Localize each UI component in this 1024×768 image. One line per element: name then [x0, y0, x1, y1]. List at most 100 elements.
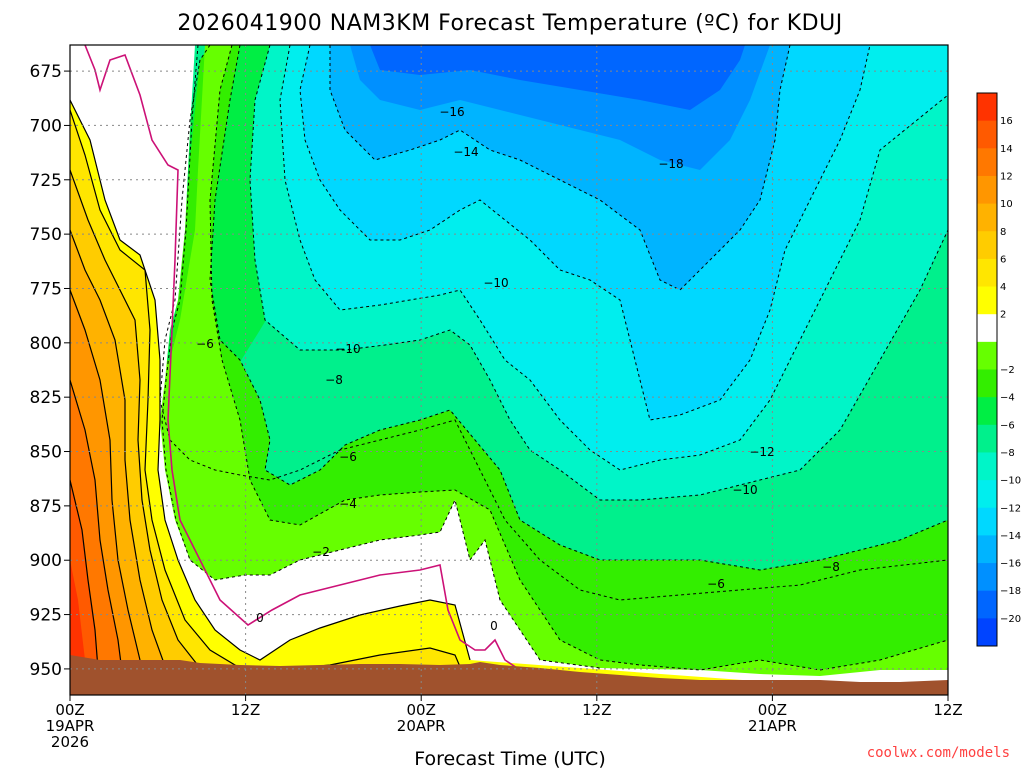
colorbar-segment [977, 618, 997, 647]
colorbar-segment [977, 120, 997, 149]
isotherm-10 [70, 289, 141, 661]
x-tick-label: 00Z [758, 701, 787, 719]
contour-label: −8 [325, 373, 343, 387]
contour-label: −6 [339, 450, 357, 464]
colorbar: 16 14 12 10 8 6 4 2 −2 −4 −6 −8 −10 −12 −14 −16 −18 −20 [976, 92, 1021, 647]
x-tick-label: 12Z [231, 701, 260, 719]
colorbar-label: −12 [1000, 503, 1021, 514]
colorbar-label: −8 [1000, 448, 1015, 459]
freezing-line [84, 45, 521, 671]
y-tick-label: 900 [30, 551, 62, 571]
y-tick-label: 875 [30, 497, 62, 517]
x-tick-label: 2026 [51, 733, 89, 751]
colorbar-segment [977, 424, 997, 453]
y-tick-label: 750 [30, 225, 62, 245]
colorbar-segment [977, 231, 997, 260]
contour-labels: −16 −14 −18 −10 −6 −10 −8 −6 −4 −2 0 0 −12 −10 −8 −6 [196, 105, 840, 633]
x-tick-label: 12Z [582, 701, 611, 719]
isotherm-2 [70, 99, 471, 661]
y-tick-label: 800 [30, 334, 62, 354]
colorbar-label: 2 [1000, 310, 1006, 321]
colorbar-segment [977, 480, 997, 509]
colorbar-segment [977, 258, 997, 288]
colorbar-label: −4 [1000, 393, 1015, 404]
contour-label: −12 [749, 445, 774, 459]
isotherm-minus16 [329, 45, 791, 291]
y-tick-label: 850 [30, 443, 62, 463]
isotherm-minus10 [249, 45, 948, 501]
colorbar-label: 12 [1000, 171, 1013, 182]
colorbar-segment [977, 397, 997, 426]
contour-label: −8 [822, 560, 840, 574]
colorbar-segment [977, 452, 997, 481]
y-tick-label: 825 [30, 388, 62, 408]
colorbar-label: −6 [1000, 420, 1015, 431]
colorbar-label: 8 [1000, 227, 1006, 238]
colorbar-segment [977, 507, 997, 536]
contour-label: −10 [483, 276, 508, 290]
grid-lines [70, 45, 948, 695]
isotherm-minus6 [159, 45, 948, 601]
colorbar-label: 6 [1000, 254, 1006, 265]
y-tick-label: 925 [30, 606, 62, 626]
colorbar-frame [976, 92, 998, 647]
x-tick-label: 20APR [397, 717, 446, 735]
colorbar-label: −2 [1000, 365, 1015, 376]
contour-label: −18 [658, 157, 683, 171]
x-tick-label: 12Z [933, 701, 962, 719]
isotherm-12 [70, 379, 126, 695]
colorbar-segment [977, 203, 997, 232]
colorbar-segment [977, 286, 997, 315]
ground-terrain [70, 655, 948, 695]
contour-label: −10 [335, 342, 360, 356]
isotherm-minus4 [209, 45, 948, 671]
contour-label: −2 [312, 545, 330, 559]
x-axis-label: Forecast Time (UTC) [414, 748, 605, 768]
isotherm-minus2 [161, 45, 601, 669]
isotherm-minus12 [279, 45, 948, 471]
colorbar-segment [977, 175, 997, 205]
colorbar-label: 14 [1000, 144, 1013, 155]
contour-label: −6 [196, 337, 214, 351]
colorbar-segment [977, 369, 997, 398]
y-tick-label: 950 [30, 660, 62, 680]
y-tick-label: 700 [30, 116, 62, 136]
y-tick-label: 675 [30, 62, 62, 82]
x-tick-label: 00Z [55, 701, 84, 719]
colorbar-segment [977, 93, 997, 122]
colorbar-segment [977, 563, 997, 592]
colorbar-label: −16 [1000, 559, 1021, 570]
colorbar-label: 10 [1000, 199, 1013, 210]
temperature-field [70, 45, 948, 695]
colorbar-segment [977, 590, 997, 619]
colorbar-segment [977, 341, 997, 370]
contour-label: −10 [732, 483, 757, 497]
y-axis: 675 700 725 750 775 800 825 850 875 900 925 950 [30, 62, 70, 680]
y-tick-label: 725 [30, 171, 62, 191]
band-minus4 [150, 45, 948, 695]
contour-label: −4 [339, 497, 357, 511]
colorbar-label: −10 [1000, 476, 1021, 487]
isotherm-minus14 [299, 45, 871, 421]
credit-link[interactable]: coolwx.com/models [867, 745, 1010, 761]
colorbar-segment [977, 314, 997, 343]
colorbar-segment [977, 148, 997, 177]
x-tick-label: 21APR [748, 717, 797, 735]
isotherm-14 [70, 479, 101, 695]
y-tick-label: 775 [30, 279, 62, 299]
colorbar-label: −20 [1000, 614, 1021, 625]
colorbar-segment [977, 535, 997, 564]
isotherm-6 [70, 169, 241, 691]
contour-label: −16 [439, 105, 464, 119]
plot-frame [69, 44, 949, 696]
contour-label: 0 [256, 611, 264, 625]
x-tick-label: 19APR [46, 717, 95, 735]
contour-label: −6 [707, 577, 725, 591]
colorbar-label: 16 [1000, 116, 1013, 127]
colorbar-label: −18 [1000, 586, 1021, 597]
x-tick-label: 00Z [407, 701, 436, 719]
isotherm-minus8 [209, 45, 948, 571]
colorbar-label: 4 [1000, 282, 1006, 293]
